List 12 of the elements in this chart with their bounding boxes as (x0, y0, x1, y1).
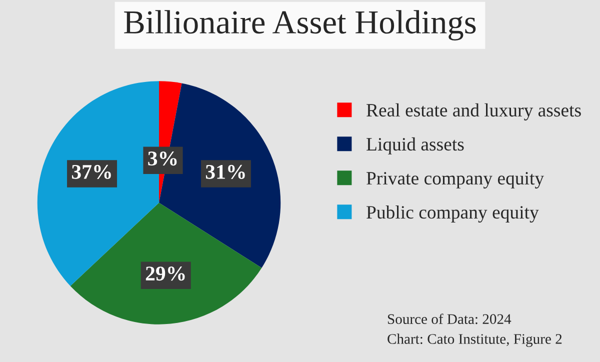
data-label: 37% (72, 164, 111, 180)
legend-label: Real estate and luxury assets (366, 103, 581, 120)
data-label: 29% (146, 266, 185, 281)
source-note: Source of Data: 2024 (388, 314, 512, 324)
legend-label: Public company equity (366, 205, 539, 223)
data-label: 3% (148, 151, 177, 166)
legend-label: Private company equity (366, 172, 544, 188)
legend-label: Liquid assets (366, 137, 464, 154)
pie-slice (70, 202, 262, 324)
data-label: 31% (206, 164, 245, 180)
text: Chart: Cato Institute, Figure 2 (388, 334, 562, 347)
chart-title: Billionaire Asset Holdings (124, 10, 476, 40)
